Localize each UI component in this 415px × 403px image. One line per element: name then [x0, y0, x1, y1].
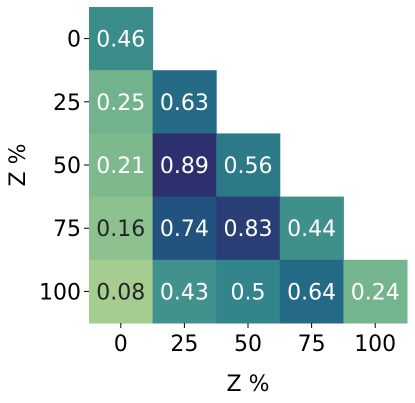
- x-tick-label-0: 0: [114, 332, 128, 357]
- y-tick-label-2: 50: [53, 154, 81, 179]
- y-tick-label-0: 0: [67, 28, 81, 53]
- x-tick-label-4: 100: [354, 332, 396, 357]
- heatmap-cell-label-r2-c0: 0.21: [96, 154, 145, 179]
- heatmap-cell-label-r0-c0: 0.46: [96, 28, 145, 53]
- heatmap-cell-label-r4-c3: 0.64: [287, 280, 336, 305]
- y-tick-label-4: 100: [39, 280, 81, 305]
- heatmap-cell-label-r3-c3: 0.44: [287, 217, 336, 242]
- x-tick-label-3: 75: [298, 332, 326, 357]
- heatmap-cell-r2-c0: [89, 133, 154, 198]
- heatmap-cell-r3-c3: [279, 196, 344, 261]
- heatmap-cell-label-r2-c2: 0.56: [224, 154, 273, 179]
- x-axis-ticks: 0 25 50 75 100: [114, 323, 396, 357]
- y-axis-label: Z %: [6, 144, 31, 187]
- heatmap-cell-label-r3-c1: 0.74: [160, 217, 209, 242]
- heatmap-cell-label-r4-c1: 0.43: [160, 280, 209, 305]
- x-axis-label: Z %: [227, 372, 270, 397]
- heatmap-cell-label-r4-c4: 0.24: [351, 280, 400, 305]
- y-axis-ticks: 0 25 50 75 100: [39, 28, 89, 305]
- heatmap-cell-label-r1-c0: 0.25: [96, 91, 145, 116]
- heatmap-cell-r2-c2: [216, 133, 281, 198]
- heatmap-cells: 0.46 0.25 0.63 0.21 0.89 0.56 0.16 0.74 0.83 0.44…: [89, 7, 408, 324]
- heatmap-cell-r4-c0: [89, 259, 154, 324]
- heatmap-cell-r4-c4: [343, 259, 408, 324]
- heatmap-cell-r1-c1: [152, 70, 217, 134]
- heatmap-cell-r1-c0: [89, 70, 154, 134]
- heatmap-cell-r4-c1: [152, 259, 217, 324]
- heatmap-cell-r3-c2: [216, 196, 281, 261]
- heatmap-cell-label-r2-c1: 0.89: [160, 154, 209, 179]
- heatmap-cell-label-r3-c2: 0.83: [224, 217, 273, 242]
- heatmap-cell-r4-c3: [279, 259, 344, 324]
- heatmap-cell-r3-c1: [152, 196, 217, 261]
- x-tick-label-2: 50: [234, 332, 262, 357]
- heatmap-cell-r0-c0: [89, 7, 154, 71]
- heatmap-cell-r4-c2: [216, 259, 281, 324]
- y-tick-label-1: 25: [53, 91, 81, 116]
- heatmap-cell-r3-c0: [89, 196, 154, 261]
- x-tick-label-1: 25: [170, 332, 198, 357]
- heatmap-cell-label-r4-c0: 0.08: [96, 280, 145, 305]
- y-tick-label-3: 75: [53, 217, 81, 242]
- heatmap-cell-label-r4-c2: 0.5: [231, 280, 266, 305]
- heatmap-cell-r2-c1: [152, 133, 217, 198]
- heatmap-cell-label-r1-c1: 0.63: [160, 91, 209, 116]
- heatmap-cell-label-r3-c0: 0.16: [96, 217, 145, 242]
